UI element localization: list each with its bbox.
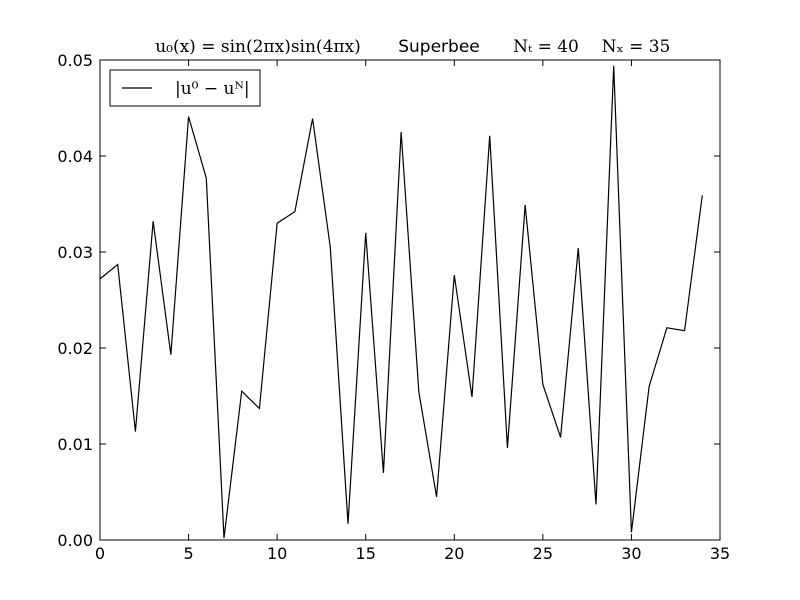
y-tick-label: 0.03 [57,243,93,262]
series-line-0 [99,65,703,539]
legend: |u⁰ − uᴺ| [109,69,261,107]
x-tick-label: 35 [710,544,730,563]
y-tick-label: 0.00 [57,531,93,550]
x-tick-label: 20 [444,544,464,563]
title-scheme: Superbee [398,37,480,57]
x-tick-label: 15 [356,544,376,563]
plot-frame [99,59,721,541]
title-nt: Nₜ = 40 [513,37,579,57]
x-tick-label: 10 [267,544,287,563]
y-tick-label: 0.04 [57,147,93,166]
x-axis: 0 5 10 15 20 25 30 35 [95,60,730,563]
plot-area [99,59,721,541]
x-tick-label: 25 [533,544,553,563]
y-tick-label: 0.05 [57,51,93,70]
x-tick-label: 5 [183,544,193,563]
title-nx: Nₓ = 35 [602,37,671,57]
title-initial-condition: u₀(x) = sin(2πx)sin(4πx) [155,37,361,57]
legend-entry-label: |u⁰ − uᴺ| [175,79,250,99]
y-axis: 0.00 0.01 0.02 0.03 0.04 0.05 [57,51,720,550]
chart-title: u₀(x) = sin(2πx)sin(4πx) Superbee Nₜ = 4… [155,37,670,57]
y-tick-label: 0.02 [57,339,93,358]
y-tick-label: 0.01 [57,435,93,454]
x-tick-label: 30 [621,544,641,563]
x-tick-label: 0 [95,544,105,563]
